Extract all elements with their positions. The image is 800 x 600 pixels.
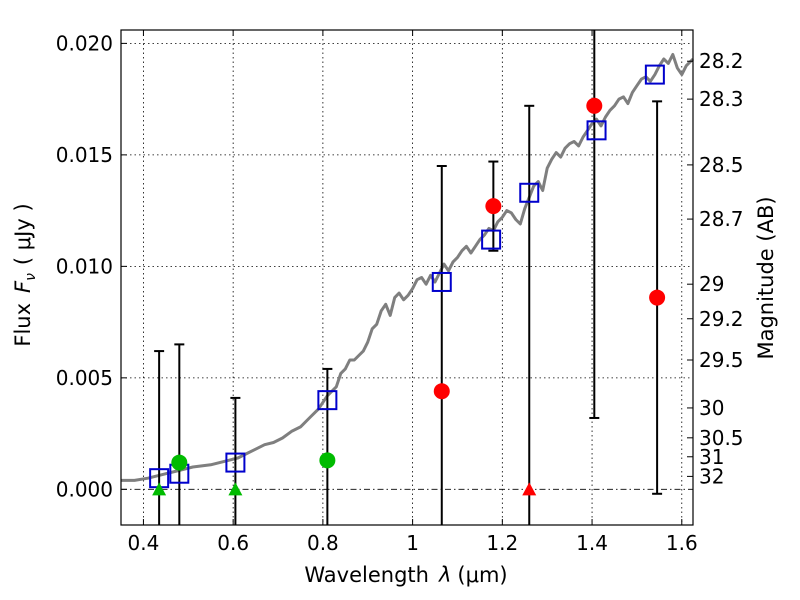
- x-axis-symbol: λ: [438, 563, 451, 587]
- spectrum-line: [121, 53, 695, 482]
- x-tick-label: 0.4: [128, 531, 160, 555]
- mag-tick-label: 30.5: [699, 426, 744, 450]
- mag-tick-label: 28.5: [699, 153, 744, 177]
- low-signal-point: [319, 452, 336, 469]
- model-square: [644, 64, 665, 85]
- mag-tick-label: 28.2: [699, 49, 744, 73]
- y-tick-label: 0.005: [56, 366, 113, 390]
- y-axis-label-text: Flux: [11, 303, 35, 347]
- y-axis-subscript: ν: [23, 273, 39, 281]
- upper-limit-triangle: [228, 482, 243, 496]
- right-axis-label: Magnitude (AB): [754, 196, 778, 359]
- y-tick-label: 0.015: [56, 143, 113, 167]
- upper-limit-triangle: [522, 482, 537, 496]
- mag-tick-label: 29: [699, 272, 724, 296]
- mag-tick-label: 28.3: [699, 87, 744, 111]
- x-tick-label: 1.4: [576, 531, 608, 555]
- x-axis-unit: (μm): [457, 563, 507, 587]
- low-signal-point: [171, 454, 188, 471]
- error-bars: [154, 30, 663, 525]
- detection-point: [485, 198, 502, 215]
- upper-limit-markers: [152, 482, 537, 496]
- x-tick-label: 1.6: [666, 531, 698, 555]
- upper-limit-triangle: [152, 482, 167, 496]
- model-square: [481, 229, 502, 250]
- y-tick-label: 0.010: [56, 254, 113, 278]
- model-spectrum: [121, 53, 695, 482]
- x-axis-label: Wavelength λ (μm): [304, 563, 507, 587]
- mag-tick-label: 30: [699, 396, 724, 420]
- x-tick-label: 0.6: [217, 531, 249, 555]
- y-axis-symbol: F: [11, 280, 35, 293]
- mag-tick-label: 31: [699, 445, 724, 469]
- detection-point: [649, 289, 666, 306]
- x-tick-label: 1.2: [486, 531, 518, 555]
- x-tick-label: 0.8: [307, 531, 339, 555]
- y-axis-unit: ( μJy ): [11, 203, 35, 265]
- detection-point: [586, 97, 603, 114]
- model-square: [317, 390, 338, 411]
- y-axis-label: Flux Fν ( μJy ): [11, 203, 39, 346]
- y-tick-label: 0.020: [56, 31, 113, 55]
- mag-tick-label: 29.2: [699, 307, 744, 331]
- mag-tick-label: 28.7: [699, 207, 744, 231]
- mag-tick-label: 29.5: [699, 348, 744, 372]
- model-photometry-markers: [149, 64, 665, 489]
- model-square: [519, 182, 540, 203]
- model-square: [586, 120, 607, 141]
- model-square: [431, 271, 452, 292]
- plot-frame: [120, 29, 694, 526]
- y-tick-label: 0.000: [56, 477, 113, 501]
- grid: [121, 30, 693, 525]
- detection-point: [433, 383, 450, 400]
- axis-ticks: 0.4 0.6 0.8 1 1.2 1.4 1.6 0.000 0.005 0.010 0.015 0…: [56, 30, 744, 555]
- observed-points: [171, 97, 666, 471]
- x-tick-label: 1: [406, 531, 419, 555]
- model-square: [225, 452, 246, 473]
- mag-tick-label: 32: [699, 464, 724, 488]
- x-axis-label-text: Wavelength: [304, 563, 429, 587]
